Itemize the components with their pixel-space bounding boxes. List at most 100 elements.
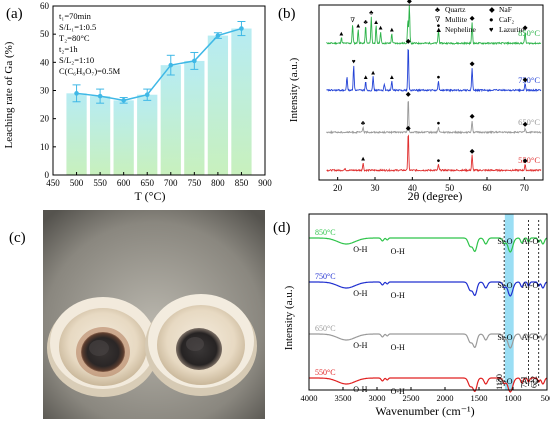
x-tick-label: 20 xyxy=(333,183,343,193)
x-tick-label: 1500 xyxy=(471,393,488,403)
band-label-sio: Si-O xyxy=(497,237,512,246)
phase-marker: ▲ xyxy=(370,70,376,77)
band-label-oh: O-H xyxy=(353,245,367,254)
series-label: 650°C xyxy=(518,117,540,127)
chart-d-svg: (d) 850°C O-H O-H Si-O Al-O 750°C O-H O-H Si-O Al… xyxy=(265,210,550,419)
x-tick-label: 3500 xyxy=(335,393,352,403)
chart-a-xlabel: T (°C) xyxy=(135,189,166,203)
series-label: 550°C xyxy=(518,155,540,165)
phase-marker: ♣ xyxy=(364,19,369,26)
reference-line-label: 1130 xyxy=(495,374,504,390)
y-tick-label: 20 xyxy=(40,114,50,124)
y-tick-label: 40 xyxy=(40,57,50,67)
phase-marker: ◆ xyxy=(407,0,412,5)
band-label-oh: O-H xyxy=(391,247,405,256)
phase-marker: ● xyxy=(436,120,440,127)
chart-d-plot-area: 850°C O-H O-H Si-O Al-O 750°C O-H O-H Si-O Al-O 65… xyxy=(301,214,550,403)
x-tick-label: 3000 xyxy=(369,393,386,403)
chart-d-xlabel: Wavenumber (cm⁻¹) xyxy=(375,404,474,418)
x-tick-label: 500 xyxy=(541,393,550,403)
phase-marker: ◆ xyxy=(406,38,411,45)
y-tick-label: 10 xyxy=(40,142,50,152)
x-tick-label: 550 xyxy=(93,178,107,188)
phase-marker: ▲ xyxy=(338,30,344,37)
condition-text: S/L₂=1:10 xyxy=(59,55,94,65)
band-label-alo: Al-O xyxy=(522,333,539,342)
series-label: 750°C xyxy=(315,272,336,281)
legend-label: Mullite xyxy=(445,15,468,24)
phase-marker: ♥ xyxy=(352,58,356,65)
legend-symbol: ▲ xyxy=(435,25,442,34)
phase-marker: ▲ xyxy=(360,155,366,162)
series-label: 850°C xyxy=(315,228,336,237)
x-tick-label: 2500 xyxy=(403,393,420,403)
bar xyxy=(90,96,110,175)
x-tick-label: 750 xyxy=(188,178,202,188)
x-tick-label: 70 xyxy=(520,183,530,193)
phase-marker: ◆ xyxy=(523,157,528,164)
legend-symbol: ♥ xyxy=(489,25,494,34)
legend-label: Lazurite xyxy=(499,25,525,34)
x-tick-label: 850 xyxy=(235,178,249,188)
legend-label: NaF xyxy=(499,5,512,14)
panel-d-ftir-chart: (d) 850°C O-H O-H Si-O Al-O 750°C O-H O-H Si-O Al… xyxy=(265,210,550,419)
data-point xyxy=(74,91,79,96)
chart-b-svg: (b) 850°C▲∇▲♣♣▲▲▲◆●◆◆750°C♥▲▲▲◆●◆◆650°C♣… xyxy=(275,0,550,205)
legend-symbol: ∇ xyxy=(435,15,440,24)
bar xyxy=(231,29,251,175)
bar xyxy=(137,95,157,175)
y-tick-label: 50 xyxy=(40,29,50,39)
legend-symbol: ● xyxy=(489,15,494,24)
x-tick-label: 2000 xyxy=(437,393,454,403)
chart-b-xlabel: 2θ (degree) xyxy=(408,189,463,203)
legend-symbol: ◆ xyxy=(489,5,495,14)
xrd-pattern xyxy=(327,50,542,91)
phase-marker: ♣ xyxy=(369,9,374,16)
band-label-oh: O-H xyxy=(391,343,405,352)
data-point xyxy=(98,94,103,99)
x-tick-label: 800 xyxy=(211,178,225,188)
chart-b-plot-area: 850°C▲∇▲♣♣▲▲▲◆●◆◆750°C♥▲▲▲◆●◆◆650°C♣◆●◆◆… xyxy=(319,0,543,193)
condition-text: t₂=1h xyxy=(59,44,78,54)
panel-c-photo: (c) xyxy=(0,210,265,419)
y-tick-label: 60 xyxy=(40,1,50,11)
phase-marker: ▲ xyxy=(389,27,395,34)
phase-marker: ◆ xyxy=(523,76,528,83)
band-label-alo: Al-O xyxy=(522,237,539,246)
bar xyxy=(184,61,204,175)
band-label-oh: O-H xyxy=(353,341,367,350)
y-tick-label: 30 xyxy=(40,86,50,96)
bar xyxy=(114,100,134,175)
y-tick-label: 0 xyxy=(45,170,50,180)
data-point xyxy=(192,59,197,64)
panel-d-label: (d) xyxy=(273,220,291,236)
legend-label: Nepheline xyxy=(445,25,476,34)
phase-marker: ◆ xyxy=(470,61,475,68)
data-point xyxy=(121,98,126,103)
x-tick-label: 700 xyxy=(164,178,178,188)
series-label: 650°C xyxy=(315,324,336,333)
legend-symbol: ♣ xyxy=(435,5,440,14)
band-label-alo: Al-O xyxy=(522,281,539,290)
x-tick-label: 600 xyxy=(117,178,131,188)
phase-marker: ◆ xyxy=(470,113,475,120)
x-tick-label: 650 xyxy=(140,178,154,188)
x-tick-label: 900 xyxy=(258,178,272,188)
legend-label: Quartz xyxy=(445,5,466,14)
x-tick-label: 500 xyxy=(70,178,84,188)
condition-text: C(C₆H₈O₇)=0.5M xyxy=(59,66,121,76)
x-tick-label: 1000 xyxy=(505,393,522,403)
band-label-sio: Si-O xyxy=(497,333,512,342)
x-tick-label: 4000 xyxy=(301,393,318,403)
xrd-pattern xyxy=(327,136,542,171)
phase-marker: ◆ xyxy=(523,121,528,128)
panel-b-xrd-chart: (b) 850°C▲∇▲♣♣▲▲▲◆●◆◆750°C♥▲▲▲◆●◆◆650°C♣… xyxy=(275,0,550,205)
phase-marker: ◆ xyxy=(470,148,475,155)
series-label: 750°C xyxy=(518,75,540,85)
condition-text: S/L₁=1:0.5 xyxy=(59,22,96,32)
phase-marker: ▲ xyxy=(389,74,395,81)
x-tick-label: 60 xyxy=(483,183,493,193)
data-point xyxy=(216,33,221,38)
